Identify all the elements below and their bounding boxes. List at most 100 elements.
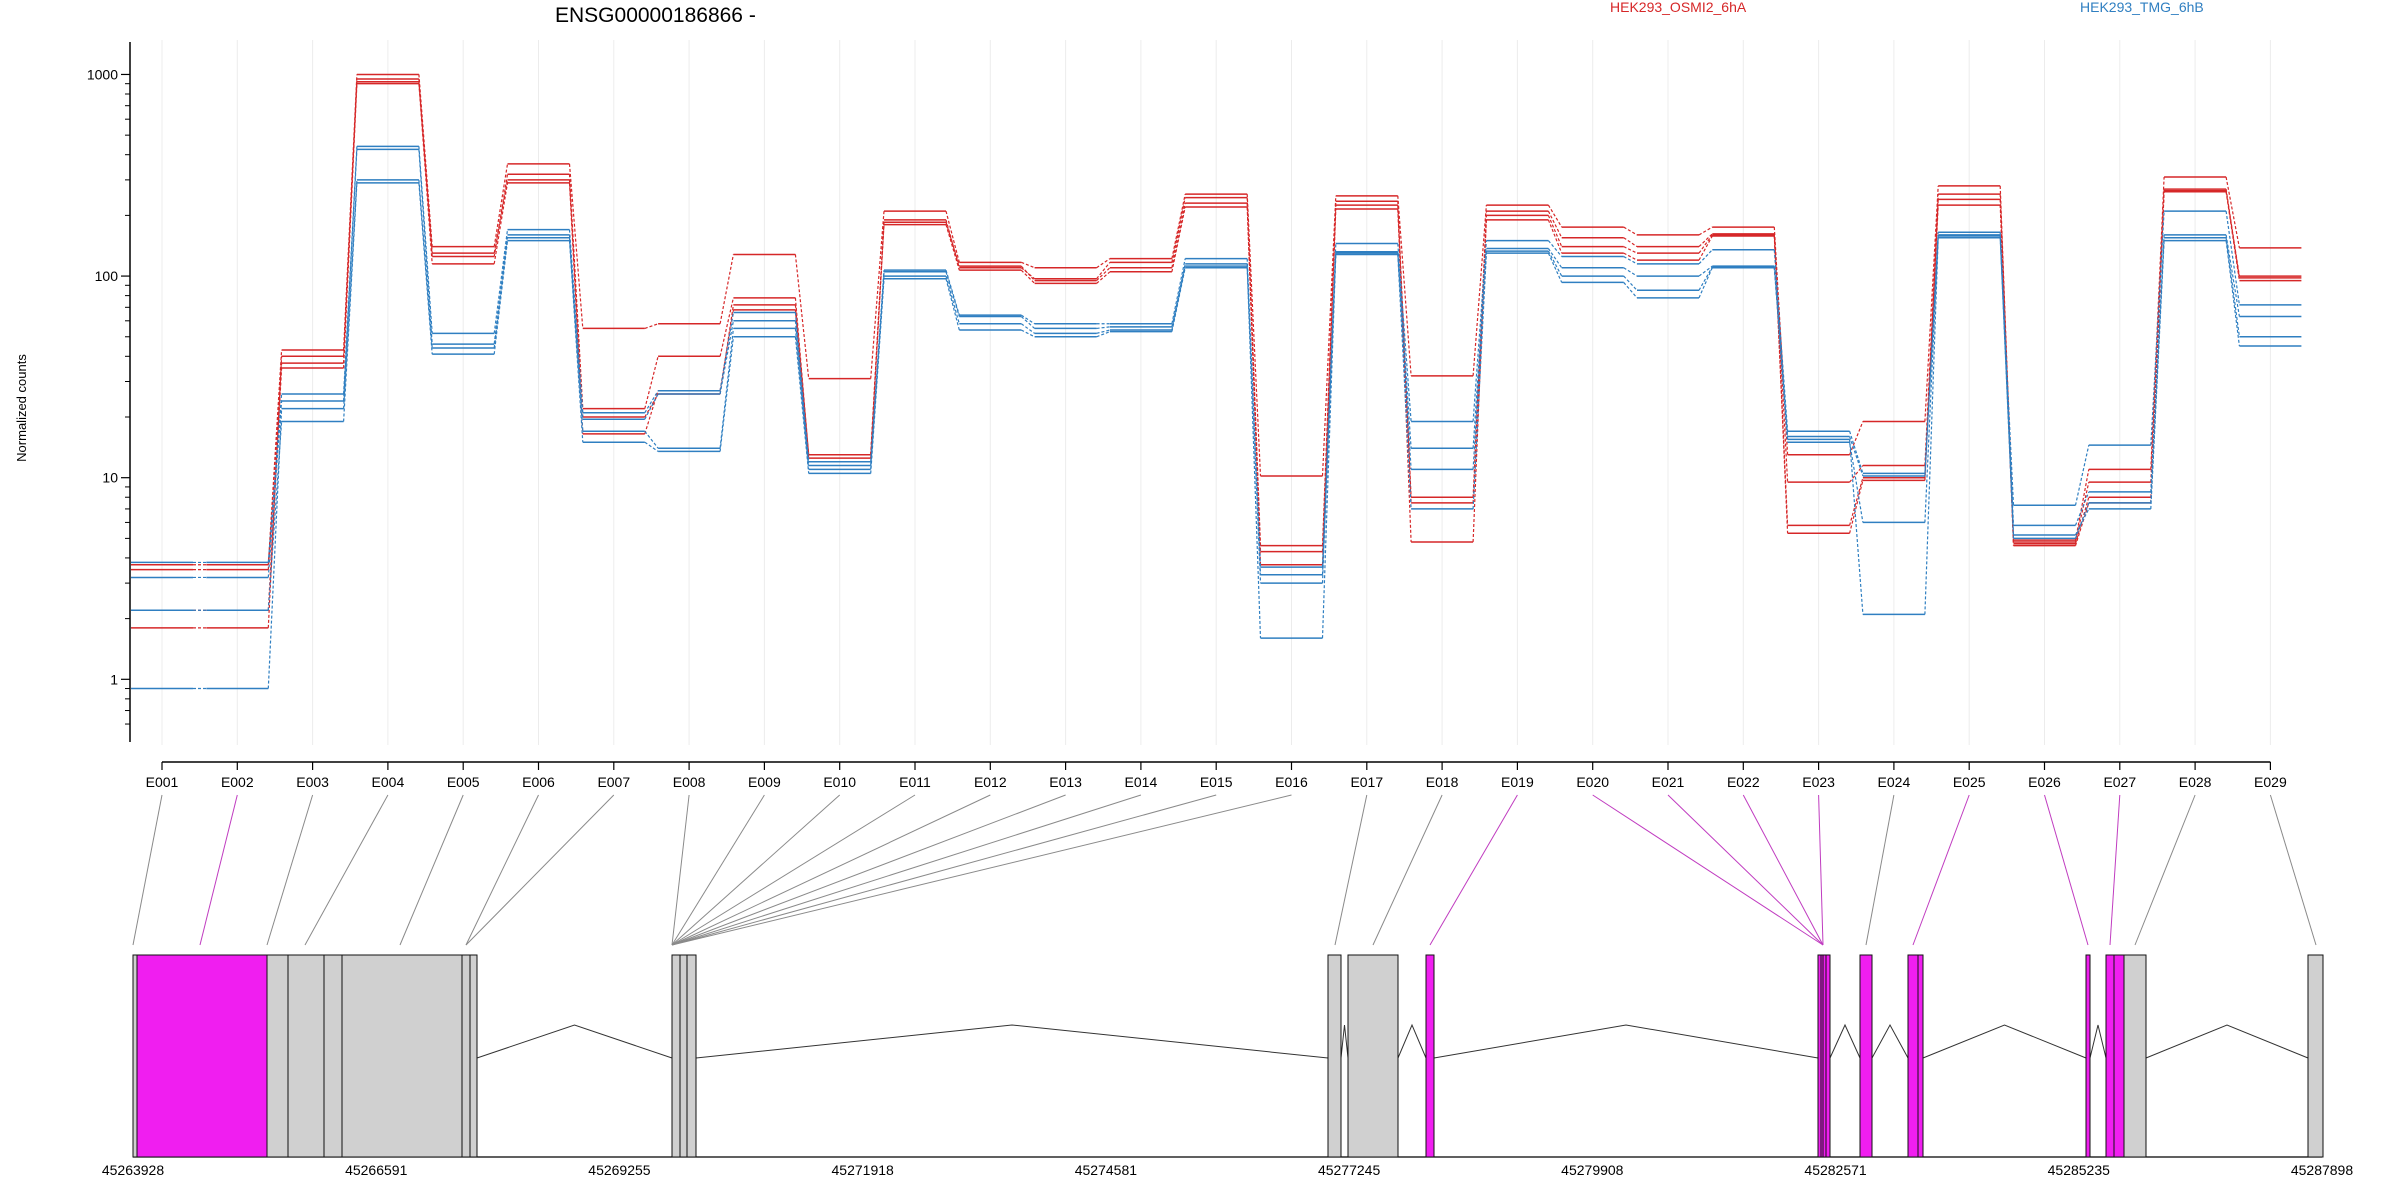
data-connector [1849, 421, 1864, 455]
exon-connector [671, 794, 1292, 946]
data-connector [1397, 195, 1412, 376]
data-connector [870, 211, 885, 379]
x-tick-label: E011 [899, 774, 931, 790]
x-tick-label: E003 [296, 774, 329, 790]
data-connector [2074, 469, 2090, 541]
data-connector [644, 393, 659, 418]
exon-block [686, 954, 697, 1158]
exon-connector [671, 794, 916, 946]
x-tick-label: E022 [1727, 774, 1760, 790]
genome-tick-label: 45277245 [1318, 1162, 1381, 1178]
data-connector [2074, 497, 2090, 544]
exon-connector [465, 794, 539, 946]
genome-tick-label: 45271918 [832, 1162, 895, 1178]
exon-block [1917, 954, 1924, 1158]
data-connector [719, 254, 734, 324]
gene-model: 45263928 45266591 45269255 45271918 45274581… [102, 954, 2353, 1178]
data-connector [568, 179, 584, 418]
data-connector [1623, 267, 1638, 277]
data-connector [1096, 261, 1111, 280]
exon-connector [1912, 794, 1970, 946]
data-connector [1020, 267, 1035, 280]
data-connector [1698, 233, 1713, 248]
data-connector [267, 367, 283, 611]
data-connector [644, 323, 659, 329]
exon-connector [671, 794, 765, 946]
x-tick-label: E013 [1049, 774, 1082, 790]
exon-block [266, 954, 289, 1158]
exon-connector [671, 794, 1066, 946]
exon-block [1425, 954, 1435, 1158]
exon-block [341, 954, 463, 1158]
data-connector [945, 219, 960, 268]
exon-block [132, 954, 138, 1158]
genome-tick-label: 45282571 [1804, 1162, 1867, 1178]
data-connector [2225, 234, 2240, 317]
data-connector [1096, 331, 1111, 338]
data-connector [1698, 267, 1713, 299]
data-connector [1698, 235, 1713, 261]
data-connector [1698, 226, 1713, 236]
x-tick-label: E028 [2179, 774, 2212, 790]
exon-block [2307, 954, 2324, 1158]
data-connector [1773, 249, 1789, 432]
exon-block [2113, 954, 2125, 1158]
data-connector [1246, 197, 1262, 546]
data-connector [1547, 250, 1563, 277]
exon-connector [671, 794, 841, 946]
exon-connector [671, 794, 690, 946]
data-connector [418, 146, 433, 334]
data-connector [644, 356, 659, 409]
data-connector [1397, 254, 1412, 509]
data-connector [493, 237, 509, 349]
exon-block [2123, 954, 2147, 1158]
exon-block [679, 954, 688, 1158]
data-connector [343, 149, 358, 402]
x-tick-label: E021 [1652, 774, 1685, 790]
data-connector [1472, 253, 1487, 509]
data-connector [1547, 252, 1563, 283]
exon-connector [1372, 794, 1443, 946]
data-connector [1171, 206, 1186, 272]
data-connector [1924, 185, 1939, 422]
data-connector [870, 278, 885, 474]
x-tick-label: E017 [1350, 774, 1383, 790]
exon-connector [1592, 794, 1824, 946]
x-tick-label: E015 [1200, 774, 1233, 790]
data-connector [1321, 253, 1337, 639]
data-connector [1472, 211, 1487, 498]
data-connector [870, 276, 885, 470]
intron-line [1922, 1024, 2087, 1059]
data-connector [1397, 205, 1412, 542]
data-connector [267, 393, 283, 563]
data-connector [644, 390, 659, 414]
exon-connector [1334, 794, 1368, 946]
data-connector [719, 320, 734, 395]
data-connector [1623, 256, 1638, 265]
exon-block [469, 954, 478, 1158]
data-connector [1397, 201, 1412, 498]
data-connector [493, 182, 509, 264]
data-connector [2074, 502, 2090, 539]
data-connector [1623, 226, 1638, 236]
exon-block [136, 954, 268, 1158]
intron-line [1829, 1023, 1861, 1059]
data-connector [1547, 219, 1563, 254]
x-tick-label: E018 [1426, 774, 1459, 790]
x-tick-label: E026 [2028, 774, 2061, 790]
genome-tick-label: 45266591 [345, 1162, 408, 1178]
genome-tick-label: 45269255 [588, 1162, 651, 1178]
exon-block [461, 954, 471, 1158]
data-connector [418, 182, 433, 355]
data-connector [1171, 258, 1186, 324]
data-connector [794, 254, 810, 379]
data-connector [1246, 194, 1262, 476]
data-connector [1021, 261, 1035, 269]
data-connector [1773, 234, 1789, 526]
data-connector [1849, 442, 1864, 523]
exon-connector [671, 794, 1142, 946]
exon-connector [266, 794, 314, 946]
series-8 [131, 179, 2302, 690]
data-connector [1246, 267, 1262, 584]
data-connector [418, 179, 433, 349]
